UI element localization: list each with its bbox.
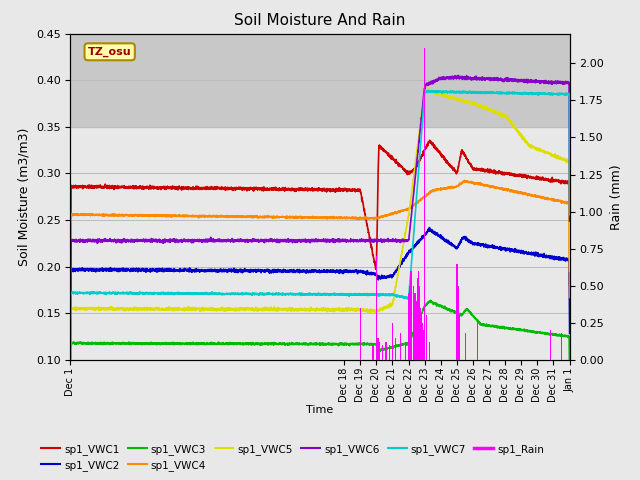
Bar bbox=[459, 315, 460, 360]
Bar bbox=[382, 345, 383, 360]
Bar bbox=[465, 333, 467, 360]
Bar bbox=[372, 345, 374, 360]
Bar bbox=[404, 342, 406, 360]
Bar bbox=[379, 342, 380, 360]
Legend: sp1_VWC1, sp1_VWC2, sp1_VWC3, sp1_VWC4, sp1_VWC5, sp1_VWC6, sp1_VWC7, sp1_Rain: sp1_VWC1, sp1_VWC2, sp1_VWC3, sp1_VWC4, … bbox=[37, 439, 548, 475]
Bar bbox=[561, 333, 562, 360]
Bar bbox=[392, 323, 393, 360]
Bar bbox=[429, 342, 430, 360]
Bar bbox=[388, 345, 390, 360]
Bar bbox=[423, 338, 424, 360]
Bar bbox=[458, 286, 459, 360]
Bar bbox=[413, 286, 414, 360]
Bar bbox=[414, 293, 415, 360]
Bar bbox=[426, 315, 427, 360]
Bar bbox=[419, 286, 420, 360]
Text: TZ_osu: TZ_osu bbox=[88, 47, 131, 57]
Y-axis label: Rain (mm): Rain (mm) bbox=[610, 164, 623, 229]
Bar bbox=[410, 278, 411, 360]
Bar bbox=[376, 256, 377, 360]
Bar bbox=[410, 271, 412, 360]
Bar bbox=[70, 34, 570, 127]
Bar bbox=[422, 330, 424, 360]
Bar bbox=[456, 264, 458, 360]
Bar bbox=[477, 323, 479, 360]
Bar bbox=[360, 308, 361, 360]
Bar bbox=[400, 333, 401, 360]
Bar bbox=[420, 308, 421, 360]
Bar bbox=[385, 342, 387, 360]
Bar bbox=[409, 286, 410, 360]
Bar bbox=[408, 293, 409, 360]
Y-axis label: Soil Moisture (m3/m3): Soil Moisture (m3/m3) bbox=[17, 128, 30, 266]
Bar bbox=[422, 323, 423, 360]
Bar bbox=[411, 278, 412, 360]
Bar bbox=[417, 278, 418, 360]
Bar bbox=[419, 293, 420, 360]
Bar bbox=[416, 300, 417, 360]
Bar bbox=[417, 271, 419, 360]
Bar bbox=[550, 330, 551, 360]
Title: Soil Moisture And Rain: Soil Moisture And Rain bbox=[234, 13, 406, 28]
Bar bbox=[421, 315, 422, 360]
X-axis label: Time: Time bbox=[307, 405, 333, 415]
Bar bbox=[395, 338, 396, 360]
Bar bbox=[378, 338, 379, 360]
Bar bbox=[424, 48, 426, 360]
